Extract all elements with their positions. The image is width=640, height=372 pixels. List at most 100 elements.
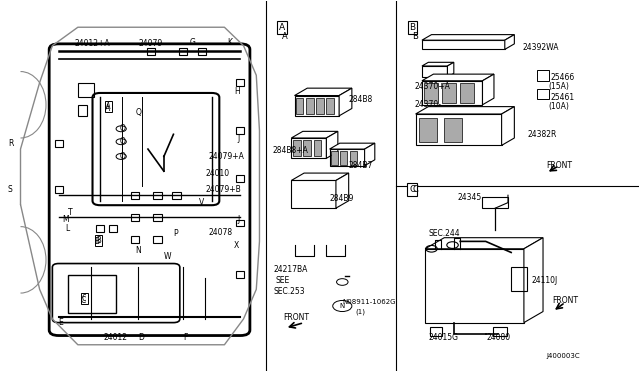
Bar: [314, 140, 321, 157]
Text: 24015G: 24015G: [428, 333, 458, 342]
Bar: [173, 192, 180, 199]
Bar: [537, 70, 549, 81]
Text: R: R: [8, 139, 13, 148]
Bar: [442, 83, 456, 103]
Bar: [131, 236, 140, 243]
Bar: [429, 327, 442, 336]
Text: N: N: [135, 246, 141, 255]
Text: 25466: 25466: [550, 73, 575, 81]
Polygon shape: [326, 131, 338, 158]
Text: (1): (1): [355, 308, 365, 315]
Text: FRONT: FRONT: [546, 161, 572, 170]
Text: A: A: [104, 104, 110, 113]
Bar: [422, 81, 483, 105]
Bar: [131, 214, 140, 221]
Text: SEC.253: SEC.253: [273, 287, 305, 296]
Text: 284B8: 284B8: [349, 95, 373, 104]
Bar: [131, 192, 140, 199]
Text: L: L: [65, 224, 69, 233]
Bar: [236, 271, 244, 278]
Bar: [109, 225, 117, 232]
Bar: [154, 214, 162, 221]
Polygon shape: [422, 62, 454, 66]
Bar: [236, 175, 244, 182]
Text: A: A: [106, 102, 111, 111]
Text: Q: Q: [135, 108, 141, 117]
Bar: [331, 151, 338, 164]
Text: 24370+A: 24370+A: [414, 82, 450, 91]
Polygon shape: [524, 238, 543, 323]
Text: 24345: 24345: [457, 193, 481, 202]
Text: F: F: [183, 333, 188, 342]
Bar: [291, 138, 326, 158]
Text: FRONT: FRONT: [552, 296, 579, 305]
Text: X: X: [234, 241, 239, 250]
Bar: [425, 249, 524, 323]
Text: J400003C: J400003C: [546, 353, 580, 359]
Text: FRONT: FRONT: [283, 312, 309, 321]
Bar: [291, 180, 336, 208]
Text: 24078: 24078: [209, 228, 232, 237]
Text: (10A): (10A): [548, 102, 569, 111]
Text: 24370-: 24370-: [415, 100, 442, 109]
Text: SEE: SEE: [275, 276, 290, 285]
Bar: [424, 83, 438, 103]
Text: G: G: [189, 38, 195, 46]
Bar: [154, 192, 162, 199]
Text: N: N: [340, 303, 345, 309]
Bar: [419, 118, 436, 142]
Text: H: H: [234, 87, 240, 96]
Text: 24012: 24012: [103, 333, 127, 342]
Text: S: S: [8, 185, 13, 194]
Bar: [316, 99, 324, 114]
Text: A: A: [282, 32, 287, 41]
Text: C: C: [412, 185, 419, 194]
Bar: [340, 151, 348, 164]
Text: C: C: [409, 185, 415, 194]
Bar: [330, 149, 365, 166]
Bar: [78, 105, 88, 116]
Bar: [303, 140, 311, 157]
Text: 24217BA: 24217BA: [273, 264, 308, 273]
Bar: [483, 197, 508, 208]
Text: D: D: [138, 333, 144, 342]
Bar: [54, 186, 63, 193]
Text: B: B: [410, 23, 415, 32]
Bar: [147, 48, 156, 55]
Text: 24010: 24010: [205, 169, 229, 177]
Text: O: O: [119, 152, 125, 161]
Bar: [306, 99, 314, 114]
Bar: [54, 140, 63, 147]
Bar: [179, 48, 187, 55]
Text: 24392WA: 24392WA: [523, 43, 559, 52]
Bar: [78, 83, 94, 97]
Text: 25461: 25461: [550, 93, 575, 102]
Bar: [444, 118, 462, 142]
Text: 24079+A: 24079+A: [209, 152, 244, 161]
Bar: [236, 127, 244, 134]
Bar: [294, 96, 339, 116]
Polygon shape: [505, 35, 515, 49]
Bar: [293, 140, 301, 157]
Text: B: B: [412, 32, 419, 41]
Bar: [236, 79, 244, 86]
Bar: [511, 267, 527, 291]
Text: 284B7: 284B7: [349, 161, 373, 170]
Polygon shape: [422, 35, 515, 40]
Text: A: A: [278, 23, 285, 32]
Polygon shape: [502, 107, 515, 145]
Text: 24079+B: 24079+B: [205, 185, 241, 194]
Text: J: J: [237, 134, 239, 142]
Text: E: E: [59, 318, 63, 327]
Text: J: J: [237, 215, 239, 224]
Polygon shape: [336, 173, 349, 208]
Bar: [415, 114, 502, 145]
Text: 24080: 24080: [487, 333, 511, 342]
Text: N08911-1062G: N08911-1062G: [342, 299, 396, 305]
Polygon shape: [339, 88, 352, 116]
Text: (15A): (15A): [548, 82, 569, 91]
Bar: [296, 99, 303, 114]
Text: O: O: [119, 124, 125, 133]
Polygon shape: [291, 173, 349, 180]
Text: 24382R: 24382R: [528, 130, 557, 139]
